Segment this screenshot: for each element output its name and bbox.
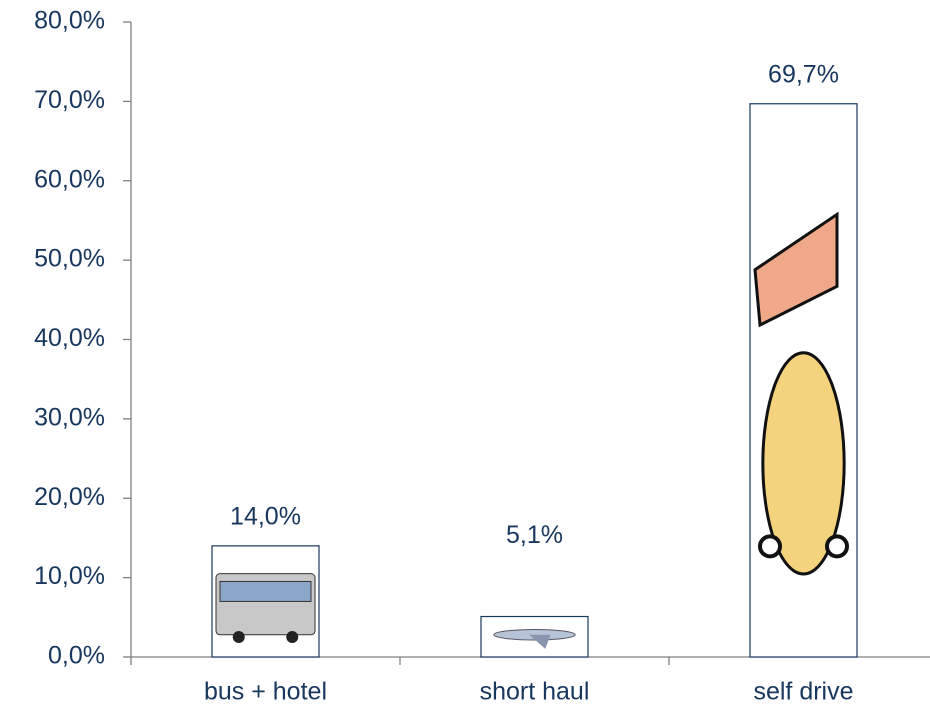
- y-tick-label: 20,0%: [34, 483, 105, 511]
- car-body: [761, 351, 846, 576]
- y-tick-label: 50,0%: [34, 245, 105, 273]
- y-tick-label: 40,0%: [34, 324, 105, 352]
- car-wheel: [825, 534, 849, 559]
- x-tick-label: bus + hotel: [204, 678, 327, 706]
- value-label: 69,7%: [768, 60, 839, 88]
- y-tick-label: 30,0%: [34, 403, 105, 431]
- bus-window: [219, 580, 312, 602]
- bus-wheel: [286, 630, 299, 643]
- value-label: 5,1%: [506, 521, 563, 549]
- bar-icon: [215, 573, 316, 643]
- y-tick-label: 80,0%: [34, 7, 105, 35]
- x-tick-label: self drive: [753, 678, 853, 706]
- bar-icon: [493, 628, 576, 649]
- y-tick-label: 0,0%: [48, 642, 105, 670]
- bar-icon: [753, 211, 849, 576]
- value-label: 14,0%: [230, 502, 301, 530]
- car-wheel: [758, 534, 782, 559]
- y-tick-label: 70,0%: [34, 86, 105, 114]
- plane-wing: [529, 634, 551, 649]
- car-roof: [753, 211, 839, 328]
- y-tick-label: 10,0%: [34, 562, 105, 590]
- y-tick-label: 60,0%: [34, 165, 105, 193]
- bus-wheel: [232, 630, 245, 643]
- x-tick-label: short haul: [480, 678, 590, 706]
